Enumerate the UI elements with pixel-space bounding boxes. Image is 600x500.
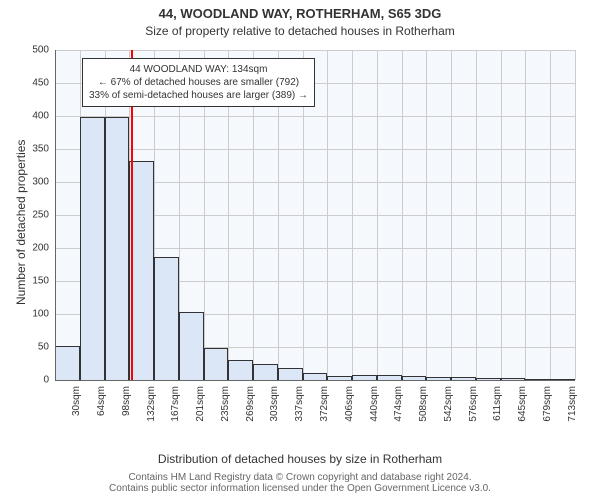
x-tick-label: 30sqm (71, 386, 82, 446)
y-tick-label: 400 (19, 111, 49, 122)
x-tick-label: 269sqm (245, 386, 256, 446)
histogram-bar (80, 117, 105, 380)
x-tick-label: 167sqm (170, 386, 181, 446)
histogram-bar (204, 348, 229, 380)
footnote-line-1: Contains HM Land Registry data © Crown c… (0, 472, 600, 483)
y-axis-line (55, 50, 56, 380)
x-tick-label: 98sqm (121, 386, 132, 446)
x-tick-label: 372sqm (319, 386, 330, 446)
histogram-bar (154, 257, 179, 380)
info-line-3: 33% of semi-detached houses are larger (… (89, 89, 308, 102)
x-tick-label: 576sqm (468, 386, 479, 446)
info-line-1: 44 WOODLAND WAY: 134sqm (89, 63, 308, 76)
x-tick-label: 474sqm (393, 386, 404, 446)
grid-line-h (55, 50, 575, 51)
histogram-bar (55, 346, 80, 380)
page-subtitle: Size of property relative to detached ho… (0, 24, 600, 38)
grid-line-v (451, 50, 452, 380)
y-tick-label: 0 (19, 375, 49, 386)
histogram-bar (105, 117, 130, 380)
x-tick-label: 440sqm (369, 386, 380, 446)
x-tick-label: 679sqm (542, 386, 553, 446)
footnote: Contains HM Land Registry data © Crown c… (0, 472, 600, 494)
x-tick-label: 235sqm (220, 386, 231, 446)
x-tick-label: 337sqm (294, 386, 305, 446)
histogram-bar (278, 368, 303, 380)
histogram-bar (253, 364, 278, 380)
x-tick-label: 132sqm (146, 386, 157, 446)
grid-line-h (55, 149, 575, 150)
x-tick-label: 713sqm (567, 386, 578, 446)
x-axis-line (55, 380, 575, 381)
x-tick-label: 406sqm (344, 386, 355, 446)
grid-line-h (55, 116, 575, 117)
x-axis-label: Distribution of detached houses by size … (0, 452, 600, 466)
grid-line-v (476, 50, 477, 380)
info-line-2: ← 67% of detached houses are smaller (79… (89, 76, 308, 89)
figure: 44, WOODLAND WAY, ROTHERHAM, S65 3DG Siz… (0, 0, 600, 500)
x-tick-label: 611sqm (492, 386, 503, 446)
y-tick-label: 150 (19, 276, 49, 287)
x-tick-label: 542sqm (443, 386, 454, 446)
x-tick-label: 64sqm (96, 386, 107, 446)
y-tick-label: 450 (19, 78, 49, 89)
grid-line-v (501, 50, 502, 380)
grid-line-v (525, 50, 526, 380)
histogram-bar (303, 373, 328, 380)
x-tick-label: 645sqm (517, 386, 528, 446)
y-tick-label: 250 (19, 210, 49, 221)
y-tick-label: 300 (19, 177, 49, 188)
histogram-bar (179, 312, 204, 380)
info-box: 44 WOODLAND WAY: 134sqm ← 67% of detache… (82, 58, 315, 107)
histogram-bar (228, 360, 253, 380)
grid-line-v (377, 50, 378, 380)
y-tick-label: 350 (19, 144, 49, 155)
x-tick-label: 508sqm (418, 386, 429, 446)
y-tick-label: 500 (19, 45, 49, 56)
grid-line-v (352, 50, 353, 380)
footnote-line-2: Contains public sector information licen… (0, 483, 600, 494)
page-title: 44, WOODLAND WAY, ROTHERHAM, S65 3DG (0, 6, 600, 21)
grid-line-v (327, 50, 328, 380)
y-tick-label: 100 (19, 309, 49, 320)
x-tick-label: 303sqm (269, 386, 280, 446)
grid-line-v (550, 50, 551, 380)
grid-line-v (426, 50, 427, 380)
grid-line-v (402, 50, 403, 380)
y-tick-label: 50 (19, 342, 49, 353)
grid-line-v (575, 50, 576, 380)
x-tick-label: 201sqm (195, 386, 206, 446)
histogram-bar (129, 161, 154, 380)
y-tick-label: 200 (19, 243, 49, 254)
